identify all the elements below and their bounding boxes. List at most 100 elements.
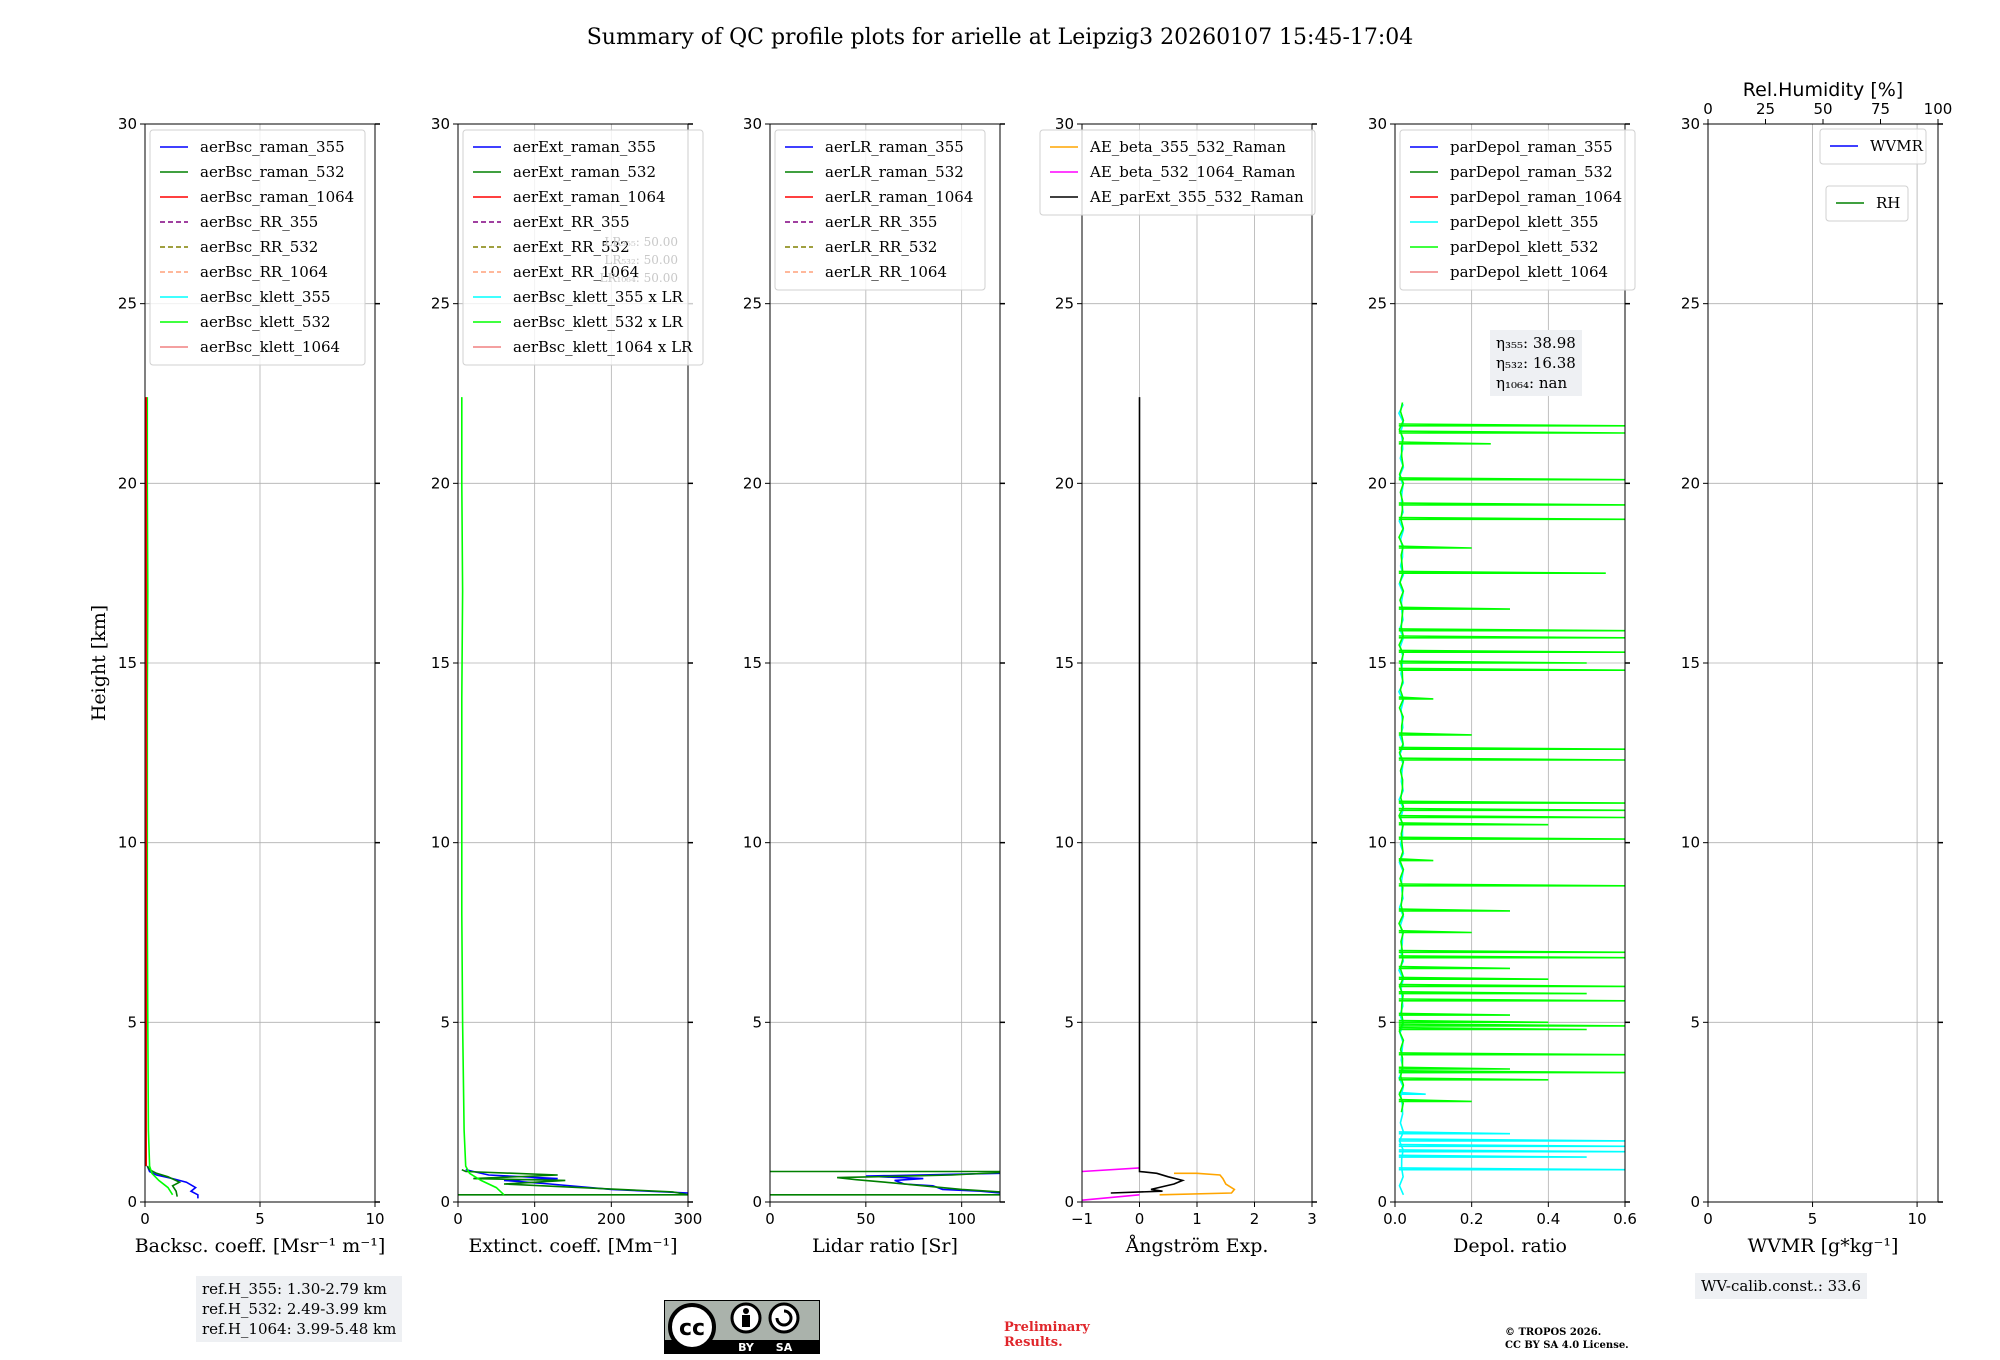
depol-spike-lime	[1398, 545, 1472, 549]
depol-spike-lime	[1398, 732, 1472, 736]
series-group	[770, 1170, 1000, 1196]
legend-entry: WVMR	[1870, 137, 1924, 155]
depol-spike-cyan	[1398, 1143, 1625, 1148]
legend-frame	[1039, 129, 1316, 216]
depol-spike-lime	[1398, 746, 1625, 751]
y-tick-label: 25	[1681, 295, 1700, 313]
top-x-tick-label: 100	[1924, 100, 1953, 118]
legend-frame	[1825, 185, 1909, 222]
y-axis-label: Height [km]	[88, 605, 110, 721]
y-tick-label: 10	[1055, 834, 1074, 852]
legend-entry: aerExt_raman_532	[513, 163, 656, 181]
preliminary-line-1: Preliminary	[1004, 1320, 1090, 1335]
y-tick-label: 20	[1681, 474, 1700, 492]
legend-frame	[149, 129, 366, 366]
preliminary-results-note: Preliminary Results.	[1004, 1320, 1090, 1350]
y-tick-label: 15	[1055, 654, 1074, 672]
y-tick-label: 25	[1055, 295, 1074, 313]
y-tick-label: 0	[1064, 1193, 1074, 1211]
x-axis-label: Backsc. coeff. [Msr⁻¹ m⁻¹]	[135, 1235, 386, 1257]
eta-355: η₃₅₅: 38.98	[1496, 334, 1576, 352]
depol-spike-cyan	[1398, 1154, 1587, 1158]
legend: AE_beta_355_532_Raman AE_beta_532_1064_Ra…	[1039, 129, 1316, 216]
depol-spike-lime	[1398, 696, 1434, 700]
panel-ext: 0 100 200 300 0 5 10 15 20 25 30 Extinct. coeff. [M…	[431, 115, 704, 1257]
series-AE_beta_532_1064_Raman	[1082, 1194, 1140, 1201]
eta-532: η₅₃₂: 16.38	[1496, 354, 1576, 372]
legend-entry: aerBsc_klett_355	[200, 288, 331, 306]
y-tick-label: 0	[1377, 1193, 1387, 1211]
legend-frame	[1819, 128, 1927, 165]
y-tick-label: 5	[1690, 1013, 1700, 1031]
legend-entry: aerLR_raman_1064	[825, 188, 973, 206]
x-tick-label: 0.2	[1460, 1210, 1484, 1228]
x-tick-label: 1	[1192, 1210, 1202, 1228]
y-tick-label: 20	[431, 474, 450, 492]
legend-entry: parDepol_raman_532	[1450, 163, 1613, 181]
legend-entry: aerLR_raman_532	[825, 163, 964, 181]
depol-spike-lime	[1398, 441, 1491, 445]
x-tick-label: 0.0	[1383, 1210, 1407, 1228]
series-aerBsc_raman_532	[146, 1165, 182, 1197]
panel-lr: 0 50 100 0 5 10 15 20 25 30 Lidar ratio [Sr] aerLR_…	[743, 115, 1005, 1257]
lr-label: LR₅₃₂: 50.00	[604, 253, 678, 267]
y-tick-label: 30	[1055, 115, 1074, 133]
legend: parDepol_raman_355 parDepol_raman_532 parD…	[1399, 129, 1636, 291]
figure-title: Summary of QC profile plots for arielle …	[587, 25, 1414, 50]
by-text: BY	[738, 1341, 755, 1354]
top-x-tick-label: 50	[1813, 100, 1832, 118]
y-tick-label: 20	[1368, 474, 1387, 492]
top-x-tick-label: 25	[1756, 100, 1775, 118]
legend-entry: aerExt_RR_355	[513, 213, 630, 231]
x-tick-label: 5	[255, 1210, 265, 1228]
y-tick-label: 5	[1377, 1013, 1387, 1031]
y-tick-label: 30	[118, 115, 137, 133]
wv-calib-box: WV-calib.const.: 33.6	[1695, 1273, 1868, 1299]
x-tick-label: 0	[765, 1210, 775, 1228]
y-tick-label: 5	[752, 1013, 762, 1031]
x-axis-label: Ångström Exp.	[1125, 1235, 1269, 1257]
depol-spike-lime	[1398, 908, 1511, 912]
y-tick-label: 0	[752, 1193, 762, 1211]
ref-height-1064: ref.H_1064: 3.99-5.48 km	[202, 1320, 397, 1338]
legend-entry: AE_parExt_355_532_Raman	[1089, 188, 1304, 206]
legend-entry: aerLR_RR_1064	[825, 263, 947, 281]
depol-spike-lime	[1398, 1012, 1511, 1016]
top-x-axis-label: Rel.Humidity [%]	[1743, 79, 1903, 101]
y-tick-label: 15	[1681, 654, 1700, 672]
legend-frame	[1399, 129, 1636, 291]
legend-entry: aerLR_raman_355	[825, 138, 964, 156]
x-tick-label: 10	[1908, 1210, 1927, 1228]
series-AE_beta_532_1064_Raman_b	[1082, 1167, 1140, 1173]
depol-spike-lime	[1398, 976, 1549, 981]
eta-box: η₃₅₅: 38.98 η₅₃₂: 16.38 η₁₀₆₄: nan	[1490, 330, 1582, 396]
legend-entry: aerBsc_RR_1064	[200, 263, 328, 281]
depol-spike-lime	[1398, 1052, 1625, 1056]
x-tick-label: 0	[1703, 1210, 1713, 1228]
legend-entry: aerBsc_RR_355	[200, 213, 318, 231]
y-tick-label: 5	[440, 1013, 450, 1031]
top-x-tick-label: 0	[1703, 100, 1713, 118]
y-tick-label: 15	[118, 654, 137, 672]
x-tick-label: 100	[947, 1210, 976, 1228]
legend-frame	[462, 129, 704, 366]
legend-entry: aerBsc_RR_532	[200, 238, 318, 256]
series-group	[1082, 397, 1236, 1201]
y-tick-label: 10	[1681, 834, 1700, 852]
depol-spike-lime	[1398, 649, 1625, 654]
legend-entry: aerBsc_klett_532 x LR	[513, 313, 684, 331]
depol-spike-lime	[1398, 965, 1511, 970]
y-tick-label: 10	[118, 834, 137, 852]
sa-share-icon	[768, 1302, 800, 1334]
depol-spike-lime	[1398, 1070, 1625, 1074]
y-tick-label: 30	[431, 115, 450, 133]
lr-label: LR₁₀₆₄: 50.00	[600, 271, 678, 285]
x-tick-label: 0	[140, 1210, 150, 1228]
sa-text: SA	[776, 1341, 793, 1354]
legend-entry: aerBsc_raman_532	[200, 163, 345, 181]
legend: aerExt_raman_355 aerExt_raman_532 aerExt_r…	[462, 129, 704, 366]
depol-spike-lime	[1398, 929, 1472, 934]
y-tick-label: 25	[743, 295, 762, 313]
y-tick-label: 15	[431, 654, 450, 672]
